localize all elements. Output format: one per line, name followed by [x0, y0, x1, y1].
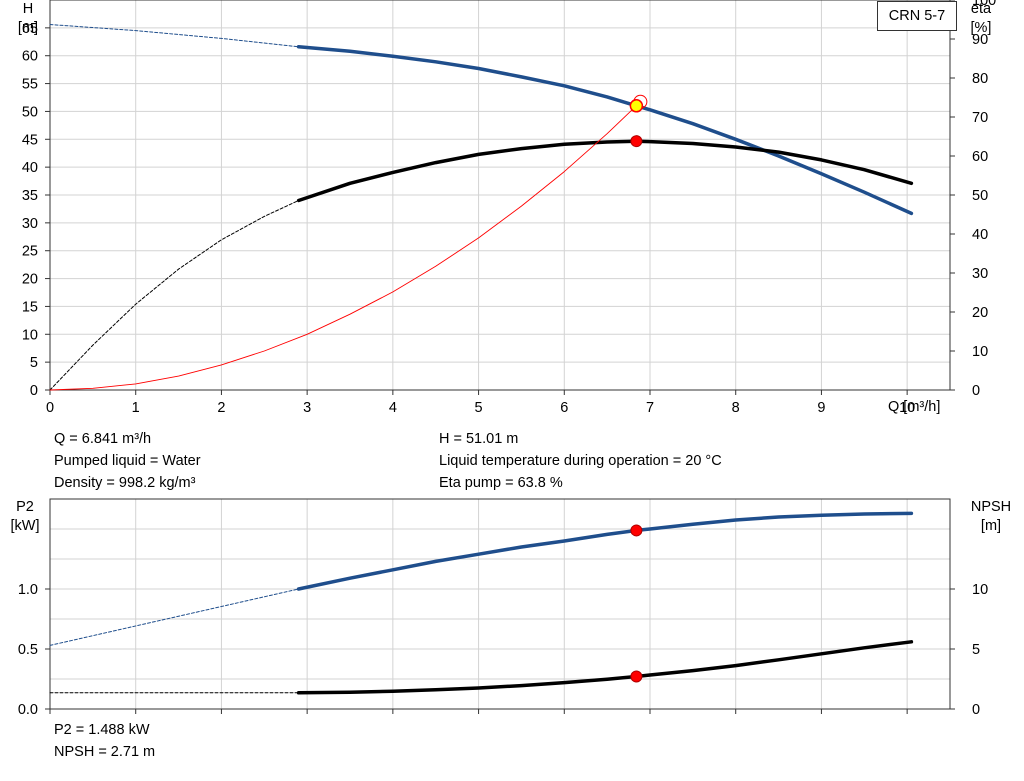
- info-h: H = 51.01 m: [439, 431, 519, 447]
- y-right-tick-label: 10: [972, 582, 988, 598]
- q-axis-label: Q [m³/h]: [888, 399, 941, 415]
- y-left-tick-label: 0: [30, 383, 38, 399]
- y-left-tick-label: 15: [22, 299, 38, 315]
- eta-axis-title: eta: [970, 1, 992, 17]
- info-eta-pump: Eta pump = 63.8 %: [439, 475, 563, 491]
- series-line-black-solid: [296, 139, 914, 203]
- y-right-tick-label: 90: [972, 32, 988, 48]
- series-line-blue-solid: [296, 45, 914, 216]
- y-right-tick-label: 20: [972, 305, 988, 321]
- operating-point: [629, 99, 644, 113]
- top-left-axis-title: H [m]: [4, 0, 52, 38]
- y-right-tick-label: 50: [972, 188, 988, 204]
- x-tick-label: 3: [303, 400, 311, 416]
- series-line-red-thin: [49, 105, 637, 391]
- y-left-tick-label: 40: [22, 160, 38, 176]
- y-right-tick-label: 0: [972, 383, 980, 399]
- y-left-tick-label: 20: [22, 272, 38, 288]
- h-axis-unit: [m]: [17, 20, 39, 36]
- info-q: Q = 6.841 m³/h: [54, 431, 152, 447]
- x-tick-label: 0: [46, 400, 54, 416]
- y-left-tick-label: 55: [22, 77, 38, 93]
- info-p2: P2 = 1.488 kW: [54, 722, 150, 738]
- x-tick-label: 10: [899, 400, 915, 416]
- y-right-tick-label: 0: [972, 702, 980, 718]
- x-tick-label: 2: [217, 400, 225, 416]
- y-left-tick-label: 65: [22, 21, 38, 37]
- x-tick-label: 5: [475, 400, 483, 416]
- info-pumped-liquid: Pumped liquid = Water: [54, 453, 201, 469]
- info-density: Density = 998.2 kg/m³: [54, 475, 196, 491]
- x-tick-label: 7: [646, 400, 654, 416]
- h-axis-title: H: [22, 1, 34, 17]
- p2-axis-title: P2: [16, 499, 34, 515]
- y-left-tick-label: 30: [22, 216, 38, 232]
- operating-point: [630, 670, 643, 683]
- y-left-tick-label: 50: [22, 104, 38, 120]
- eta-axis-unit: [%]: [970, 20, 992, 36]
- y-left-tick-label: 45: [22, 132, 38, 148]
- x-tick-label: 1: [132, 400, 140, 416]
- y-left-tick-label: 0.5: [18, 642, 38, 658]
- p2-axis-unit: [kW]: [10, 518, 40, 534]
- operating-point: [630, 524, 643, 537]
- y-right-tick-label: 100: [972, 0, 996, 9]
- series-line-black-solid: [296, 640, 914, 695]
- operating-point: [630, 135, 643, 148]
- series-line-blue-dashed: [49, 588, 300, 646]
- y-left-tick-label: 35: [22, 188, 38, 204]
- x-tick-label: 4: [389, 400, 397, 416]
- top-right-axis-title: eta [%]: [957, 0, 1005, 38]
- y-left-tick-label: 60: [22, 49, 38, 65]
- y-right-tick-label: 80: [972, 71, 988, 87]
- series-line-black-dashed: [49, 200, 300, 391]
- y-right-tick-label: 30: [972, 266, 988, 282]
- info-npsh: NPSH = 2.71 m: [54, 744, 156, 760]
- bottom-left-axis-title: P2 [kW]: [0, 498, 50, 536]
- y-left-tick-label: 0.0: [18, 702, 38, 718]
- y-left-tick-label: 25: [22, 244, 38, 260]
- y-right-tick-label: 40: [972, 227, 988, 243]
- y-right-tick-label: 70: [972, 110, 988, 126]
- x-tick-label: 6: [560, 400, 568, 416]
- npsh-axis-unit: [m]: [980, 518, 1002, 534]
- y-right-tick-label: 60: [972, 149, 988, 165]
- y-right-tick-label: 5: [972, 642, 980, 658]
- npsh-axis-title: NPSH: [970, 499, 1012, 515]
- y-left-tick-label: 5: [30, 355, 38, 371]
- x-tick-label: 8: [732, 400, 740, 416]
- plot-frame: [49, 498, 951, 710]
- y-left-tick-label: 10: [22, 327, 38, 343]
- y-left-tick-label: 1.0: [18, 582, 38, 598]
- model-label: CRN 5-7: [888, 8, 946, 24]
- x-tick-label: 9: [817, 400, 825, 416]
- series-line-blue-dashed: [49, 24, 300, 48]
- bottom-right-axis-title: NPSH [m]: [962, 498, 1020, 536]
- info-liquid-temp: Liquid temperature during operation = 20…: [439, 453, 722, 469]
- y-right-tick-label: 10: [972, 344, 988, 360]
- model-label-box: CRN 5-7: [877, 1, 957, 31]
- series-line-blue-solid: [296, 511, 914, 591]
